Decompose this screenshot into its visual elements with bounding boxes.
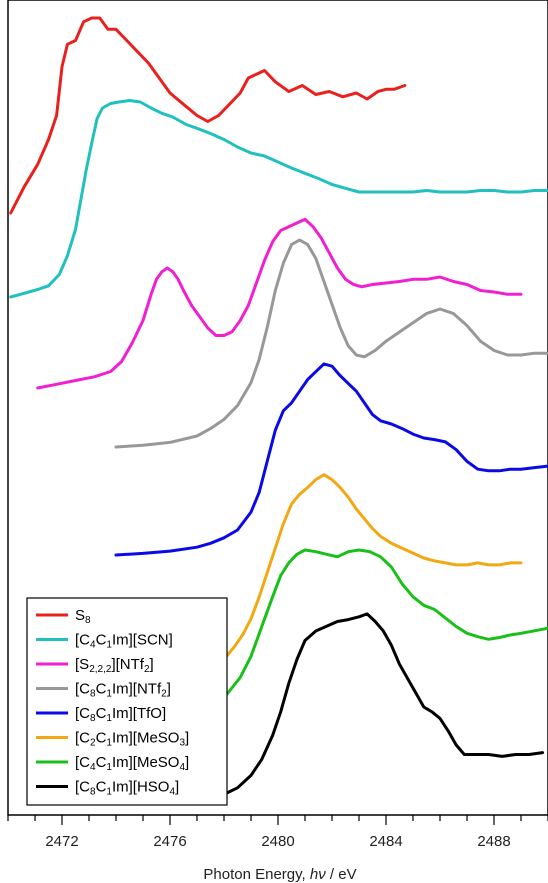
x-tick-label: 2488 bbox=[477, 833, 510, 850]
legend-label-3: [S2,2,2][NTf2] bbox=[75, 656, 154, 675]
legend-label-5: [C8C1Im][TfO] bbox=[75, 705, 166, 724]
series-line-6 bbox=[225, 473, 523, 658]
series-line-5 bbox=[114, 362, 548, 557]
legend-label-6: [C2C1Im][MeSO3] bbox=[75, 730, 189, 749]
series-line-1 bbox=[9, 16, 407, 215]
x-tick-label: 2476 bbox=[153, 833, 186, 850]
legend-label-1: S8 bbox=[75, 607, 91, 626]
legend-label-8: [C8C1Im][HSO4] bbox=[75, 779, 179, 798]
x-tick-label: 2472 bbox=[45, 833, 78, 850]
legend-label-4: [C8C1Im][NTf2] bbox=[75, 681, 171, 700]
series-line-2 bbox=[9, 99, 548, 299]
x-axis-title: Photon Energy, hν / eV bbox=[203, 866, 356, 883]
series-line-8 bbox=[168, 612, 545, 804]
x-axis: 2472 2476 2480 2484 2488 bbox=[7, 815, 548, 850]
series-line-4 bbox=[114, 238, 548, 449]
legend: S8 [C4C1Im][SCN] [S2,2,2][NTf2] [C8C1Im][NT… bbox=[26, 597, 228, 806]
x-tick-label: 2480 bbox=[261, 833, 294, 850]
legend-box bbox=[26, 597, 228, 806]
series-line-3 bbox=[36, 217, 523, 390]
x-tick-label: 2484 bbox=[369, 833, 402, 850]
legend-label-7: [C4C1Im][MeSO4] bbox=[75, 754, 189, 773]
series-line-7 bbox=[171, 548, 548, 722]
legend-label-2: [C4C1Im][SCN] bbox=[75, 632, 173, 651]
series-layer bbox=[9, 16, 548, 804]
